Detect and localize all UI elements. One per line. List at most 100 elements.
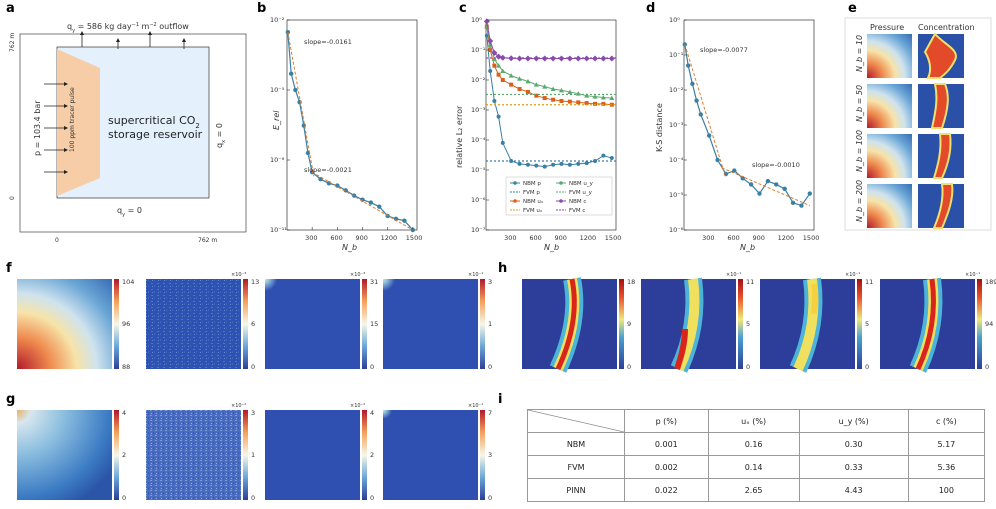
- bottom-boundary-condition: qy = 0: [117, 206, 142, 218]
- table-cell: 5.17: [907, 432, 986, 456]
- series-point: [496, 114, 501, 119]
- series-point: [534, 163, 539, 168]
- table-cell: 0.001: [624, 432, 709, 456]
- series-line: [486, 35, 612, 168]
- uy-hotspot: [383, 279, 423, 319]
- x-tick-label: 900: [355, 234, 367, 242]
- series-point: [491, 56, 497, 62]
- series-point: [576, 100, 581, 105]
- colorbar: [114, 410, 119, 500]
- series-point: [551, 162, 556, 167]
- erel-point: [368, 200, 374, 205]
- panel-label-c: c: [459, 1, 467, 16]
- plume-group: [789, 277, 823, 373]
- right-boundary-condition: qx = 0: [215, 123, 227, 148]
- colorbar-min: 0: [627, 363, 631, 371]
- series-point: [488, 48, 493, 52]
- colorbar-exponent: ×10⁻¹: [726, 272, 741, 278]
- arrow-head: [64, 148, 68, 152]
- colorbar-min: 0: [488, 363, 492, 371]
- plume-group: [670, 277, 704, 373]
- colorbar-exponent: ×10⁻¹: [845, 272, 860, 278]
- erel-line: [287, 32, 414, 231]
- colorbar-mid: 96: [122, 320, 130, 328]
- series-point: [542, 164, 547, 169]
- colorbar-exponent: ×10⁻³: [231, 272, 246, 278]
- y-axis-label: relative L₂ error: [455, 105, 464, 168]
- series-point: [584, 161, 589, 166]
- series-point: [541, 55, 548, 62]
- reservoir-title-line1: supercritical CO2: [108, 114, 200, 130]
- series-point: [593, 101, 598, 106]
- panel-c-chart: 10⁰ 10⁻¹ 10⁻² 10⁻³ 10⁻⁴ 10⁻⁵ 10⁻⁶ 10⁻⁷ 300 600 900…: [455, 16, 621, 252]
- colorbar: [362, 279, 367, 369]
- colorbar: [977, 279, 982, 369]
- series-point: [517, 87, 522, 92]
- ks-point: [799, 203, 804, 208]
- y-tick-label: 10⁻⁴: [471, 136, 486, 144]
- ks-point: [694, 98, 699, 103]
- panel-label-i: i: [498, 392, 502, 407]
- pressure-thumbnail: [867, 34, 912, 78]
- row-label: N_b = 100: [855, 130, 864, 172]
- table-cell: 5.36: [907, 455, 986, 479]
- ux-hotspot: [265, 279, 305, 319]
- x-axis-label: N_b: [740, 243, 755, 252]
- colorbar-max: 3: [251, 409, 255, 417]
- panel-g-heatmaps: 4 2 0 3 1 0 ×10⁻² 4 2 0 ×10⁻² 7 3 0 ×10⁻¹: [17, 403, 492, 502]
- arrow-head: [116, 38, 120, 42]
- tracer-pulse-region: [57, 49, 100, 196]
- y-tick-label: 10⁻⁶: [471, 196, 486, 204]
- y-tick-label: 10⁻²: [270, 16, 285, 24]
- erel-point: [351, 193, 357, 198]
- legend-entry: NBM p: [523, 181, 541, 187]
- erel-point: [377, 204, 382, 209]
- pressure-error-field: [146, 279, 241, 369]
- panel-a-frame: [19, 33, 247, 233]
- colorbar-mid: 94: [985, 320, 993, 328]
- ks-point: [706, 133, 712, 138]
- table-header-c: c (%): [907, 409, 986, 433]
- plume-hot: [811, 283, 819, 315]
- table-method: PINN: [527, 478, 625, 502]
- series-point: [551, 97, 556, 102]
- colorbar-min: 0: [251, 494, 255, 502]
- colorbar-max: 13: [251, 278, 259, 286]
- y-axis-min: 0: [9, 196, 16, 200]
- top-boundary-condition: qy = 586 kg day−1 m−2 outflow: [67, 22, 189, 34]
- y-tick-label: 10⁻³: [669, 121, 684, 129]
- series-point: [600, 95, 606, 100]
- plume-group: [909, 277, 943, 373]
- series-point: [601, 153, 606, 158]
- legend-entry: NBM u_y: [569, 181, 594, 187]
- colorbar-max: 4: [370, 409, 374, 417]
- colorbar: [738, 279, 743, 369]
- colorbar-min: 0: [746, 363, 750, 371]
- colorbar-mid: 1: [488, 320, 492, 328]
- panel-label-a: a: [6, 1, 15, 16]
- ks-point: [698, 112, 703, 117]
- legend-marker: [559, 181, 563, 185]
- y-axis-label: K-S distance: [655, 103, 664, 152]
- colorbar-min: 0: [488, 494, 492, 502]
- slope-fit-2: [721, 167, 811, 206]
- series-point: [487, 37, 494, 44]
- slope-fit-1: [684, 44, 727, 179]
- colorbar-max: 4: [122, 409, 126, 417]
- legend-entry: NBM c: [569, 199, 586, 205]
- pressure-thumbnail: [867, 184, 912, 228]
- table-header-ux: uₓ (%): [707, 409, 800, 433]
- colorbar: [480, 410, 485, 500]
- y-tick-label: 10⁻⁵: [669, 191, 684, 199]
- colorbar-max: 189: [985, 278, 996, 286]
- legend-entry: FVM uₓ: [523, 208, 543, 214]
- ks-line: [684, 44, 811, 207]
- colorbar-min: 0: [865, 363, 869, 371]
- series-point: [517, 76, 523, 81]
- col-title-pressure: Pressure: [870, 23, 904, 32]
- ks-point: [740, 176, 745, 181]
- series-point: [533, 82, 539, 87]
- x-tick-label: 900: [752, 234, 764, 242]
- colorbar: [362, 410, 367, 500]
- erel-point: [288, 71, 294, 76]
